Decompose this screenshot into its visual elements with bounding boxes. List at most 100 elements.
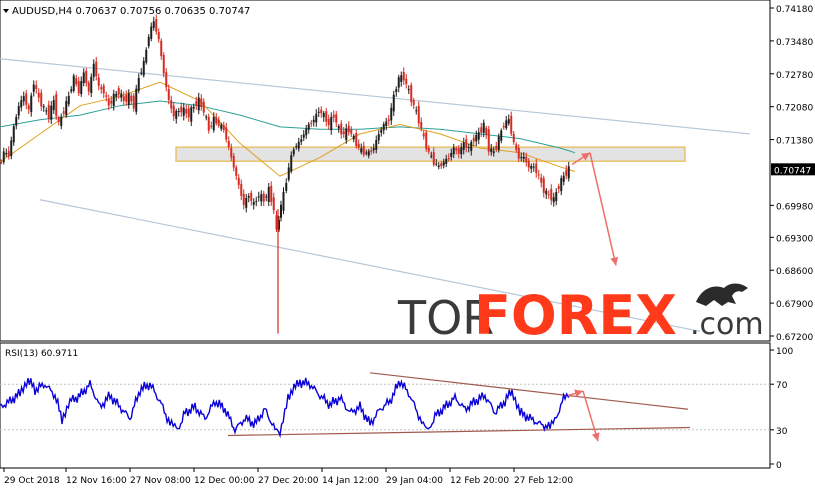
candle-body (457, 148, 460, 154)
candle-body (97, 77, 100, 86)
candle-body (185, 109, 188, 114)
candle-body (190, 107, 193, 122)
candle-body (0, 162, 3, 164)
candle-body (222, 125, 225, 131)
candle-body (265, 196, 268, 198)
main-panel-frame (0, 0, 771, 342)
candle-body (27, 105, 30, 110)
candle-body (192, 106, 195, 109)
candle-body (40, 92, 43, 107)
candle-body (250, 192, 253, 201)
dropdown-triangle-icon[interactable] (3, 9, 9, 13)
candle-body (255, 201, 258, 203)
candle-body (317, 111, 320, 113)
candle-body (160, 40, 163, 57)
candle-body (322, 112, 325, 118)
candle-body (282, 191, 285, 211)
candle-body (350, 129, 353, 134)
rsi-trend-line (369, 372, 689, 410)
candle-body (260, 194, 263, 202)
main-price-plot: 0.70747 (0, 14, 815, 334)
candle-body (532, 166, 535, 168)
candle-body (297, 141, 300, 149)
candle-body (377, 134, 380, 141)
candle-body (465, 139, 468, 148)
candle-body (270, 185, 273, 202)
candle-body (565, 169, 568, 176)
channel-line (39, 199, 701, 332)
candle-body (562, 175, 565, 182)
candle-body (410, 85, 413, 102)
price-tick-label: 0.73480 (776, 38, 813, 48)
candle-body (467, 147, 470, 149)
candle-body (47, 104, 50, 119)
candle-body (157, 32, 160, 40)
rsi-axis: 100 70 30 0 (770, 347, 793, 471)
candle-body (482, 122, 485, 133)
symbol-header: AUDUSD,H4 0.70637 0.70756 0.70635 0.7074… (12, 6, 250, 17)
rsi-trend-line (227, 426, 691, 437)
candle-body (182, 107, 185, 116)
rsi-forecast-arrow-head (574, 389, 583, 398)
candle-body (435, 163, 438, 165)
price-tick-label: 0.72080 (776, 104, 813, 114)
channel-line (0, 58, 751, 135)
candle-body (360, 148, 363, 153)
candle-body (537, 174, 540, 176)
logo-forex: FOREX (474, 284, 677, 347)
candle-body (455, 148, 458, 151)
candle-body (95, 61, 98, 77)
candle-body (117, 88, 120, 95)
candle-body (57, 117, 60, 123)
candle-body (197, 97, 200, 111)
candle-body (262, 193, 265, 202)
candle-body (247, 196, 250, 198)
candle-body (42, 106, 45, 108)
candle-body (330, 117, 333, 131)
candle-body (107, 99, 110, 106)
forecast-arrow-head (610, 256, 619, 266)
candle-body (507, 119, 510, 124)
candle-body (392, 94, 395, 112)
candle-body (517, 148, 520, 159)
price-tick-label: 0.67900 (776, 300, 813, 310)
candle-body (32, 84, 35, 92)
candle-body (180, 106, 183, 113)
price-tick-label: 0.74180 (776, 5, 813, 15)
candle-body (215, 117, 218, 124)
candle-body (487, 129, 490, 152)
price-tick-label: 0.71380 (776, 137, 813, 147)
candle-body (80, 81, 83, 94)
candle-body (337, 126, 340, 129)
candle-body (235, 167, 238, 176)
candle-body (177, 110, 180, 112)
candle-body (335, 114, 338, 123)
price-tick-label: 0.72780 (776, 71, 813, 81)
candle-body (355, 133, 358, 147)
candle-body (70, 89, 73, 92)
forecast-arrow (589, 152, 617, 266)
candle-body (152, 21, 155, 28)
candle-body (405, 78, 408, 85)
candle-body (212, 116, 215, 131)
candle-body (257, 196, 260, 198)
candle-body (77, 81, 80, 94)
candle-body (515, 144, 518, 150)
candle-body (362, 146, 365, 155)
candle-body (407, 89, 410, 91)
candle-body (227, 141, 230, 147)
candle-body (560, 178, 563, 192)
candle-body (90, 76, 93, 94)
time-axis: 29 Oct 2018 12 Nov 16:00 27 Nov 08:00 12 De… (3, 468, 573, 486)
candle-body (462, 142, 465, 150)
candle-body (20, 100, 23, 108)
candle-body (400, 75, 403, 82)
candle-body (295, 146, 298, 148)
candle-body (437, 165, 440, 167)
candle-body (367, 151, 370, 156)
candle-body (497, 136, 500, 150)
time-tick-label: 12 Feb 20:00 (450, 476, 509, 486)
candle-body (535, 163, 538, 174)
candle-body (155, 19, 158, 32)
candle-body (7, 150, 10, 157)
